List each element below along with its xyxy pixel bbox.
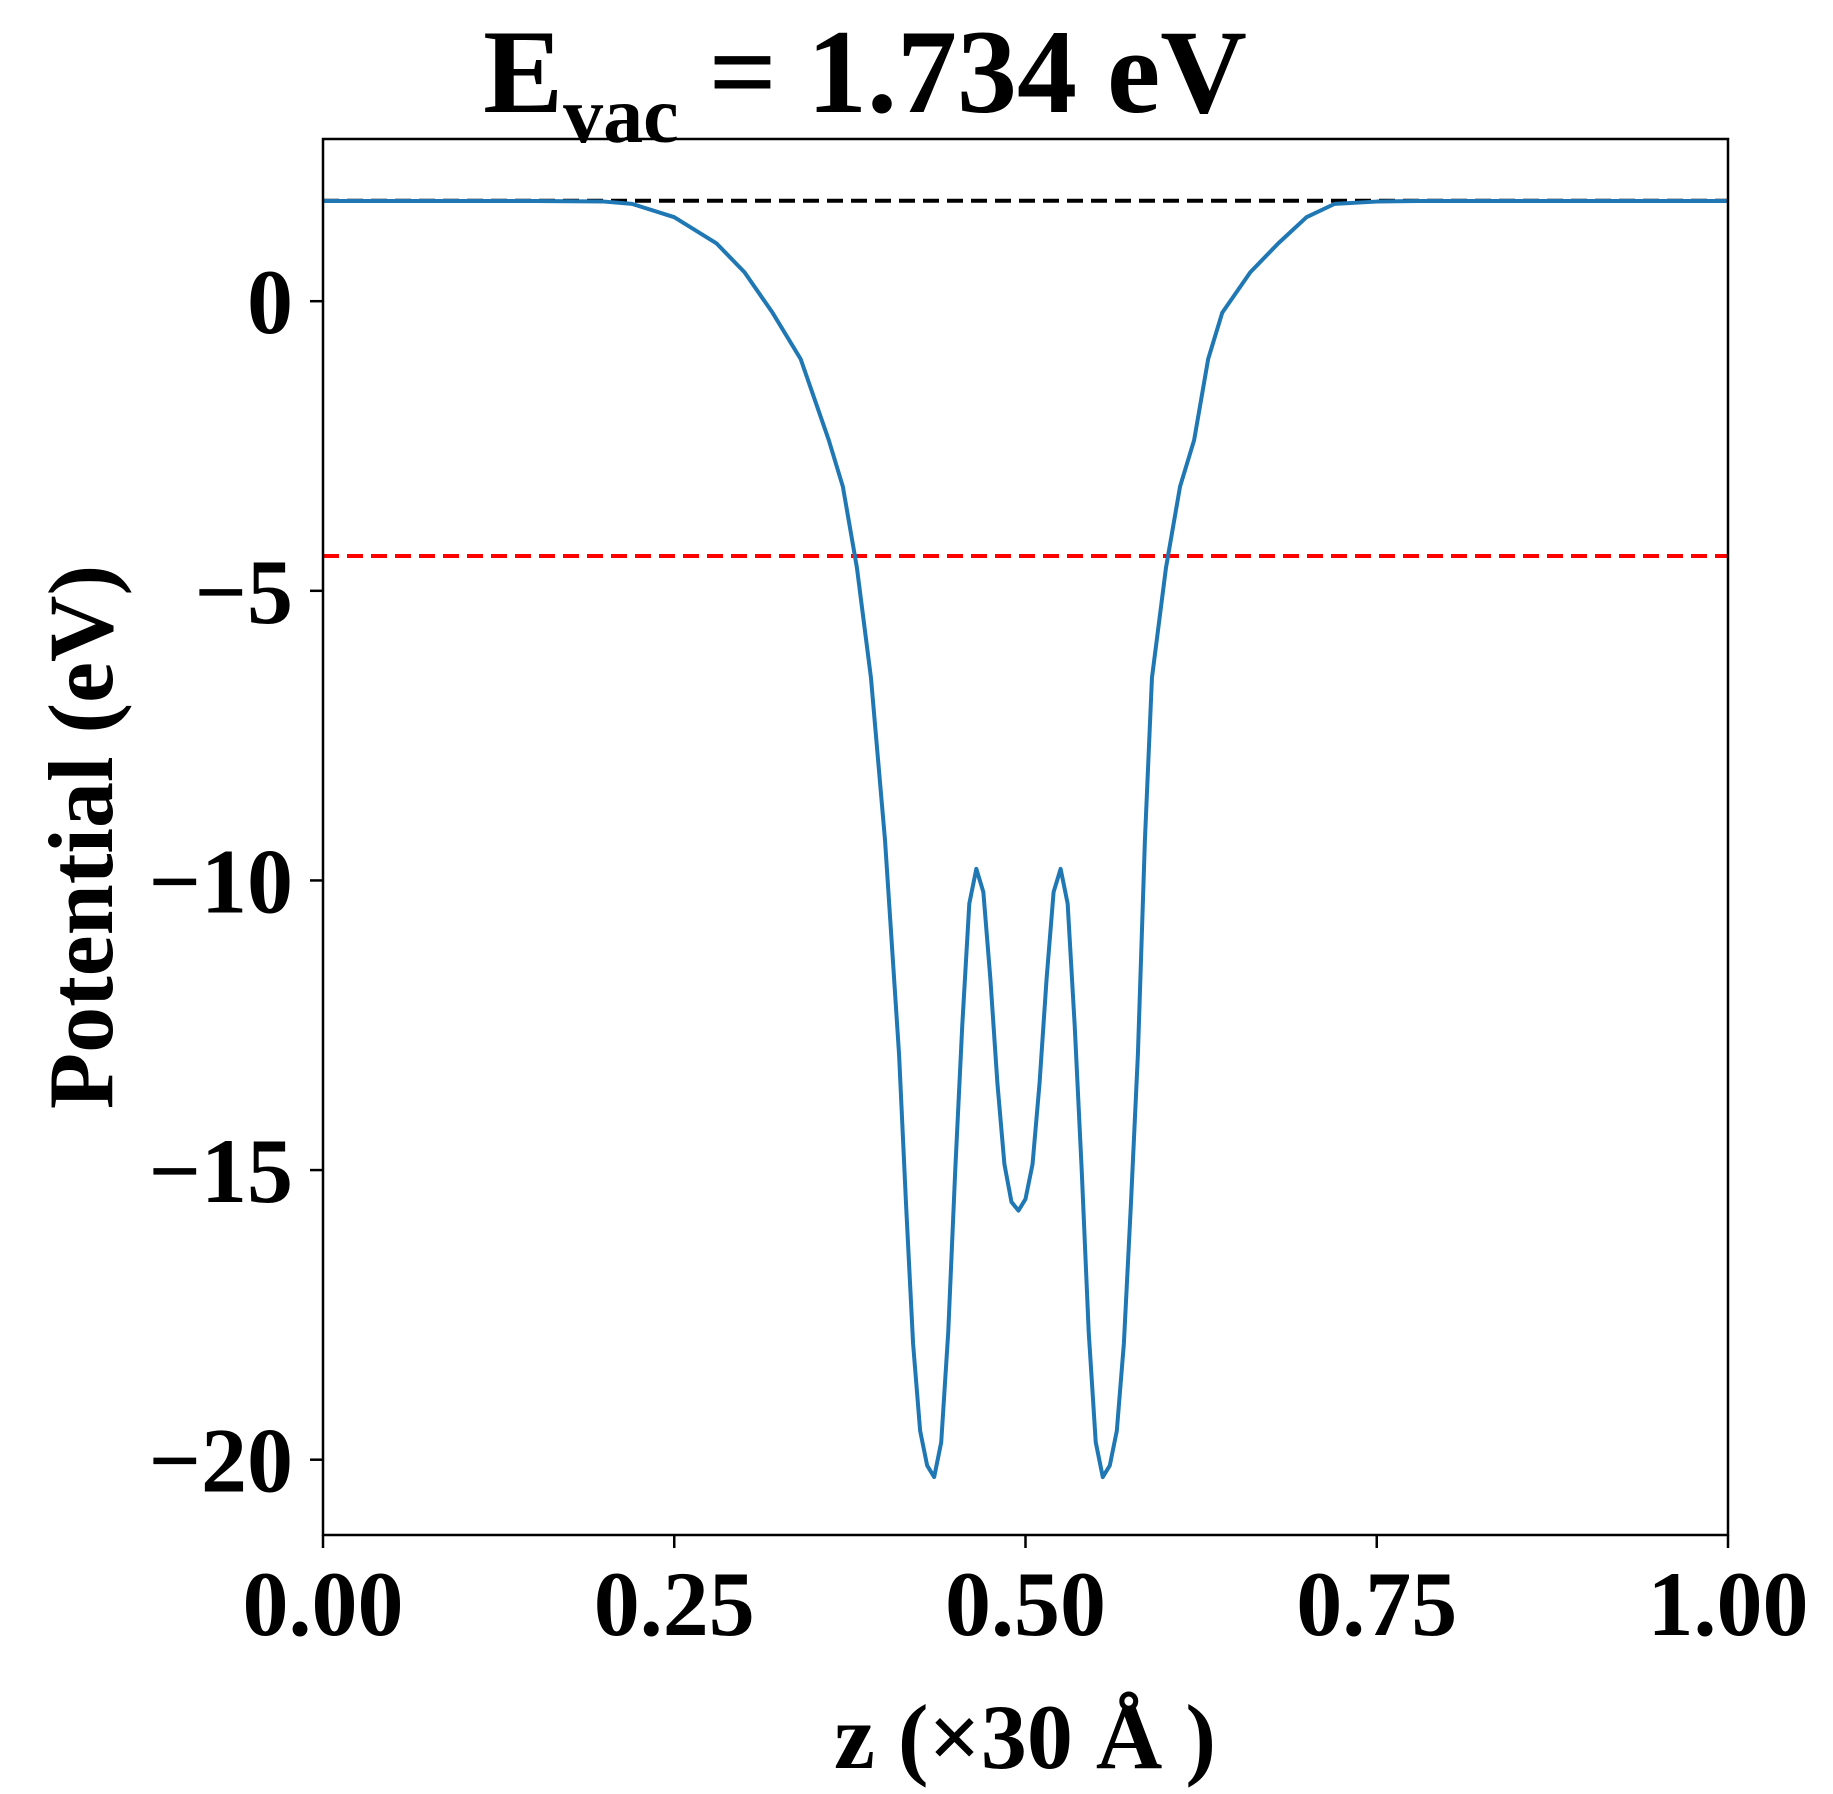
chart-title-rest: = 1.734 eV (679, 5, 1247, 138)
chart-title-subscript: vac (563, 72, 679, 160)
chart-title-main: E (483, 5, 563, 138)
series-line-0 (323, 198, 1728, 1480)
plot-frame (321, 137, 1730, 1537)
y-axis-label: Potential (eV) (30, 565, 132, 1109)
x-axis-ticks: 0.00 0.25 0.50 0.75 1.00 (243, 1535, 1809, 1655)
y-tick-label: −10 (149, 830, 293, 932)
series-layer (323, 198, 1728, 1480)
y-tick-label: −20 (149, 1410, 293, 1512)
y-axis-ticks: 0 −5 −10 −15 −20 (149, 251, 323, 1512)
x-tick-label: 0.00 (243, 1553, 404, 1655)
x-tick-label: 1.00 (1648, 1553, 1809, 1655)
x-axis-label: z (×30 Å ) (834, 1686, 1216, 1788)
x-tick-label: 0.25 (594, 1553, 755, 1655)
x-tick-label: 0.75 (1296, 1553, 1457, 1655)
reference-lines (323, 198, 1728, 559)
y-tick-label: 0 (247, 251, 293, 353)
y-tick-label: −15 (149, 1120, 293, 1222)
chart-title: Evac = 1.734 eV (483, 5, 1247, 160)
x-tick-label: 0.50 (945, 1553, 1106, 1655)
y-tick-label: −5 (195, 541, 293, 643)
